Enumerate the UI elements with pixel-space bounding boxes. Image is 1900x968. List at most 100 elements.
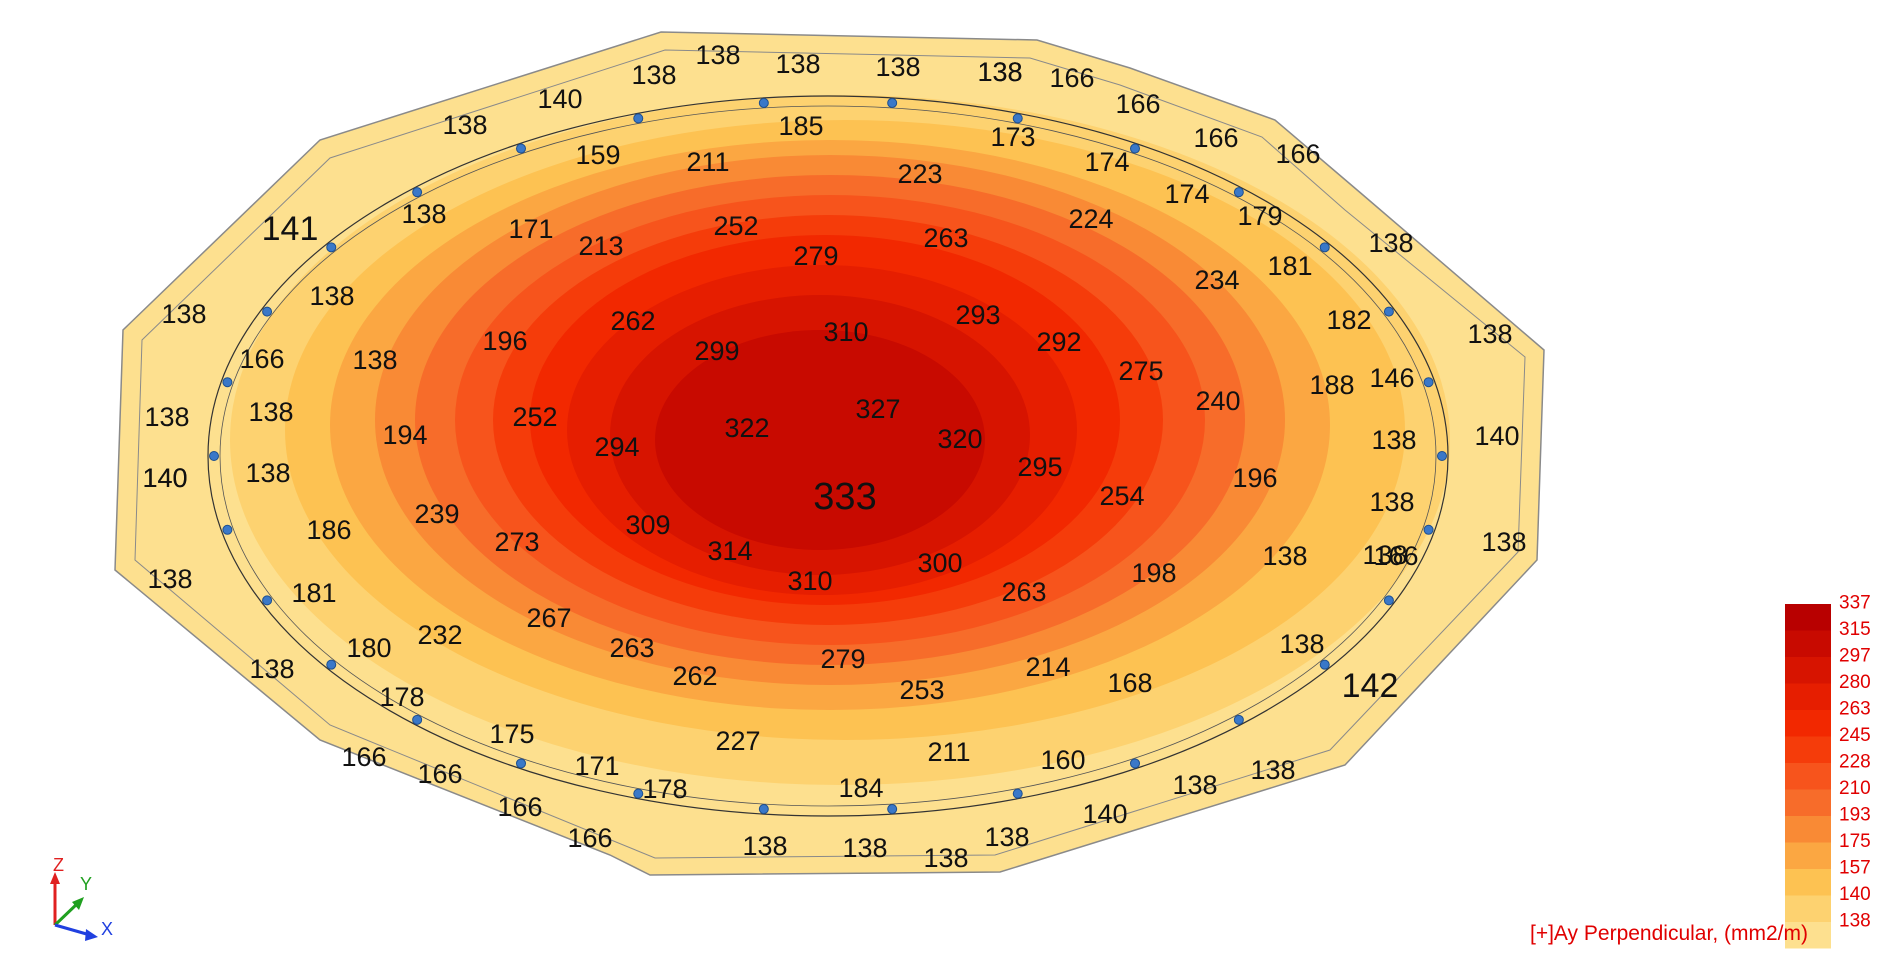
value-label: 159	[575, 140, 620, 170]
axis-y-label: Y	[80, 874, 92, 894]
value-label: 267	[526, 603, 571, 633]
legend-swatch	[1785, 789, 1831, 816]
value-label: 138	[147, 564, 192, 594]
value-label: 196	[1232, 463, 1277, 493]
value-label: 166	[1373, 541, 1418, 571]
legend-label: 138	[1839, 911, 1871, 932]
value-label: 179	[1237, 201, 1282, 231]
support-node	[412, 714, 423, 725]
value-label: 299	[694, 336, 739, 366]
value-label: 309	[625, 510, 670, 540]
value-label: 138	[1368, 228, 1413, 258]
value-label: 178	[642, 774, 687, 804]
value-label: 138	[875, 52, 920, 82]
value-label: 227	[715, 726, 760, 756]
value-label: 141	[262, 210, 319, 248]
value-label: 293	[955, 300, 1000, 330]
value-label: 224	[1068, 204, 1113, 234]
support-node	[887, 97, 898, 108]
value-label: 184	[838, 773, 883, 803]
value-label: 138	[923, 843, 968, 873]
support-node	[1012, 113, 1023, 124]
slab-inner-outline	[134, 49, 1526, 859]
color-legend: 337 315 297 280 263 245 228 210 193 175 157 140 138	[1785, 593, 1871, 949]
value-label: 223	[897, 159, 942, 189]
support-node	[1012, 788, 1023, 799]
support-node	[326, 659, 337, 670]
legend-swatch	[1785, 922, 1831, 949]
value-label: 160	[1040, 745, 1085, 775]
support-node	[222, 524, 233, 535]
support-line-outer	[207, 95, 1449, 817]
value-label: 138	[245, 458, 290, 488]
value-label: 174	[1084, 147, 1129, 177]
legend-swatch	[1785, 604, 1831, 631]
value-label: 181	[1267, 251, 1312, 281]
support-node	[1319, 242, 1330, 253]
contour-fill	[115, 32, 1544, 875]
support-node	[262, 306, 273, 317]
value-label: 138	[1279, 629, 1324, 659]
value-label: 174	[1164, 179, 1209, 209]
value-label: 166	[1275, 139, 1320, 169]
legend-swatch	[1785, 736, 1831, 763]
value-label: 262	[672, 661, 717, 691]
support-node	[1423, 377, 1434, 388]
value-label: 310	[787, 566, 832, 596]
value-label: 138	[144, 402, 189, 432]
support-node	[758, 804, 769, 815]
value-label: 138	[1262, 541, 1307, 571]
value-label: 166	[1193, 123, 1238, 153]
support-node	[1437, 451, 1447, 461]
value-label: 262	[610, 306, 655, 336]
value-label: 166	[1049, 63, 1094, 93]
axis-z-label: Z	[53, 855, 64, 875]
value-label: 232	[417, 620, 462, 650]
support-node	[516, 143, 526, 154]
legend-swatch	[1785, 869, 1831, 896]
value-label: 138	[977, 57, 1022, 87]
value-label: 178	[379, 682, 424, 712]
value-label: 138	[1481, 527, 1526, 557]
value-label: 168	[1107, 668, 1152, 698]
legend-label: 297	[1839, 646, 1871, 667]
support-node	[758, 97, 769, 108]
value-label: 322	[724, 413, 769, 443]
value-label: 211	[927, 737, 970, 767]
value-label: 138	[249, 654, 294, 684]
value-label: 234	[1194, 265, 1239, 295]
legend-swatch	[1785, 763, 1831, 790]
value-label: 142	[1342, 667, 1399, 705]
value-label: 279	[793, 241, 838, 271]
value-label: 138	[1362, 540, 1407, 570]
value-label: 166	[567, 823, 612, 853]
support-node	[1319, 659, 1330, 670]
contour-band-315	[655, 330, 985, 550]
value-label: 254	[1099, 481, 1144, 511]
value-label: 185	[778, 111, 823, 141]
value-label: 171	[508, 214, 553, 244]
value-label: 138	[442, 110, 487, 140]
value-label: 186	[306, 515, 351, 545]
legend-label: 140	[1839, 884, 1871, 905]
support-node	[633, 788, 644, 799]
legend-label: 337	[1839, 593, 1871, 614]
legend-label: 210	[1839, 778, 1871, 799]
value-label: 175	[489, 719, 534, 749]
value-label: 138	[984, 822, 1029, 852]
support-node	[209, 451, 219, 461]
value-label: 166	[239, 344, 284, 374]
value-label: 146	[1369, 363, 1414, 393]
value-label: 140	[537, 84, 582, 114]
support-node	[1130, 143, 1140, 154]
support-node	[262, 595, 273, 606]
value-label: 196	[482, 326, 527, 356]
value-label: 263	[609, 633, 654, 663]
support-node	[516, 758, 526, 769]
legend-label: 193	[1839, 805, 1871, 826]
value-label: 138	[401, 199, 446, 229]
legend-label: 245	[1839, 725, 1871, 746]
value-label: 263	[923, 223, 968, 253]
value-label: 138	[1369, 487, 1414, 517]
